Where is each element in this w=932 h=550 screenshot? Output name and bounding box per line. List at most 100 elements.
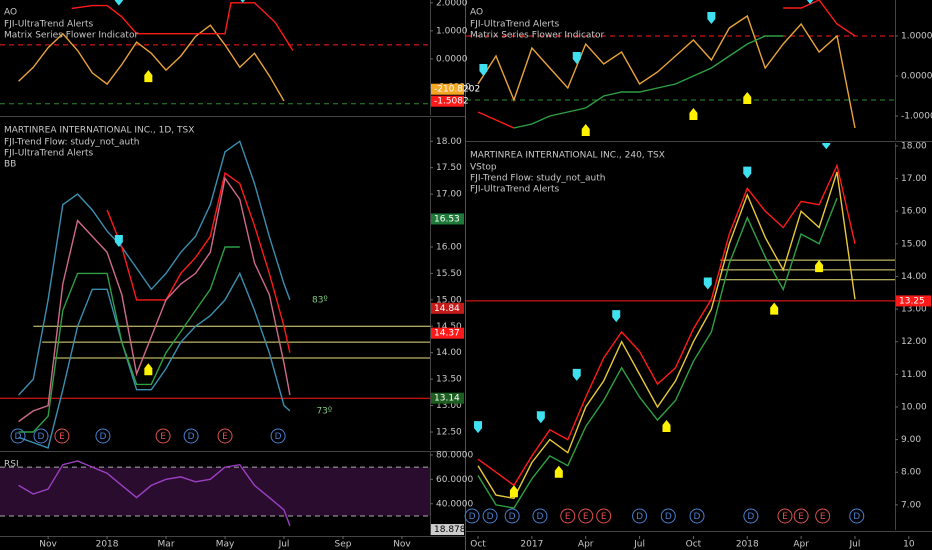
legend-entry: FJI-UltraTrend Alerts — [470, 185, 559, 195]
alert-arrow — [822, 143, 831, 150]
event-label: E — [222, 432, 228, 442]
price-badge — [431, 302, 464, 314]
event-label: E — [59, 432, 65, 442]
alert-arrow — [240, 0, 245, 3]
event-label: D — [15, 432, 22, 442]
plot — [0, 140, 430, 449]
series-line — [477, 0, 856, 129]
series-line — [513, 35, 784, 129]
event-label: E — [565, 512, 571, 522]
x-tick-label: 2017 — [520, 540, 543, 550]
alert-arrow — [581, 124, 590, 136]
x-tick-label: 2018 — [736, 540, 759, 550]
alert-arrow — [479, 64, 488, 76]
x-tick-label: Nov — [39, 540, 57, 550]
event-marker — [632, 508, 648, 524]
alert-arrow — [572, 52, 581, 64]
y-tick-label: 1.0000 — [901, 32, 932, 42]
y-tick-label: 60.0000 — [436, 475, 473, 485]
event-marker — [578, 508, 594, 524]
event-marker — [793, 508, 809, 524]
alert-arrow — [144, 70, 153, 83]
y-tick-label: 12.00 — [901, 337, 927, 347]
annotation: 73º — [316, 406, 332, 416]
event-marker — [689, 508, 705, 524]
series-line — [18, 140, 291, 396]
series-line — [18, 176, 291, 423]
alert-arrow — [806, 0, 814, 4]
event-label: D — [487, 512, 494, 522]
alert-arrow — [689, 108, 698, 120]
x-tick-label: May — [216, 540, 235, 550]
event-marker — [95, 428, 111, 444]
event-label: E — [820, 512, 826, 522]
event-label: E — [782, 512, 788, 522]
alert-arrow — [509, 485, 518, 498]
x-tick-label: Apr — [578, 540, 594, 550]
price-badge-label: 14.84 — [434, 304, 460, 314]
price-badge — [431, 524, 464, 536]
y-tick-label: 8.00 — [901, 468, 921, 478]
price-badge-label: 16.53 — [434, 214, 460, 224]
rsi-band — [0, 467, 430, 516]
y-tick-label: 10.00 — [901, 402, 927, 412]
alert-arrow — [770, 302, 779, 315]
event-marker — [504, 508, 520, 524]
y-tick-label: -1.0000 — [901, 112, 932, 122]
series-line — [477, 163, 856, 487]
price-badge-label: -1.5082 — [434, 97, 469, 107]
legend-entry: Matrix Series Flower Indicator — [470, 31, 604, 41]
plot — [466, 143, 895, 509]
event-label: D — [694, 512, 701, 522]
y-tick-label: 11.00 — [901, 370, 927, 380]
price-badge — [431, 392, 464, 404]
event-label: D — [747, 512, 754, 522]
price-badge — [431, 327, 464, 339]
y-tick-label: 16.00 — [436, 242, 462, 252]
y-tick-label: 1.0000 — [436, 26, 468, 36]
event-label: D — [99, 432, 106, 442]
series-line — [106, 171, 291, 353]
panel-title: AO — [470, 8, 483, 18]
y-tick-label: 14.50 — [436, 322, 462, 332]
y-tick-label: 15.50 — [436, 269, 462, 279]
y-tick-label: 15.00 — [436, 295, 462, 305]
y-tick-label: 17.00 — [901, 174, 927, 184]
price-badge — [431, 95, 464, 107]
x-tick-label: Oct — [686, 540, 702, 550]
y-tick-label: 17.00 — [436, 190, 462, 200]
price-badge-label: 18.8788 — [434, 525, 471, 535]
event-label: D — [509, 512, 516, 522]
alert-arrow — [536, 411, 545, 424]
event-label: D — [275, 432, 282, 442]
x-tick-label: Mar — [158, 540, 175, 550]
legend-entry: FJI-UltraTrend Alerts — [470, 20, 559, 30]
alert-arrow — [743, 166, 752, 179]
x-tick-label: Jul — [633, 540, 645, 550]
event-marker — [33, 428, 49, 444]
event-label: E — [160, 432, 166, 442]
alert-arrow — [707, 12, 716, 24]
alert-arrow — [572, 368, 581, 381]
alert-arrow — [703, 277, 712, 290]
y-tick-label: 18.00 — [901, 141, 927, 151]
panel-title: MARTINREA INTERNATIONAL INC., 240, TSX — [470, 151, 665, 161]
y-tick-label: 17.50 — [436, 163, 462, 173]
event-marker — [596, 508, 612, 524]
event-marker — [777, 508, 793, 524]
price-badge — [431, 213, 464, 225]
y-tick-label: 7.00 — [901, 500, 921, 510]
y-tick-label: 13.00 — [436, 401, 462, 411]
event-marker — [464, 508, 480, 524]
alert-arrow — [743, 92, 752, 104]
y-tick-label: 15.00 — [901, 239, 927, 249]
panel-title: AO — [4, 8, 17, 18]
event-label: E — [601, 512, 607, 522]
event-marker — [815, 508, 831, 524]
plot — [0, 0, 430, 105]
alert-arrow — [114, 234, 123, 247]
alert-arrow — [554, 465, 563, 478]
panel-title: MARTINREA INTERNATIONAL INC., 1D, TSX — [4, 126, 194, 136]
y-tick-label: 80.0000 — [436, 450, 473, 460]
event-label: D — [469, 512, 476, 522]
